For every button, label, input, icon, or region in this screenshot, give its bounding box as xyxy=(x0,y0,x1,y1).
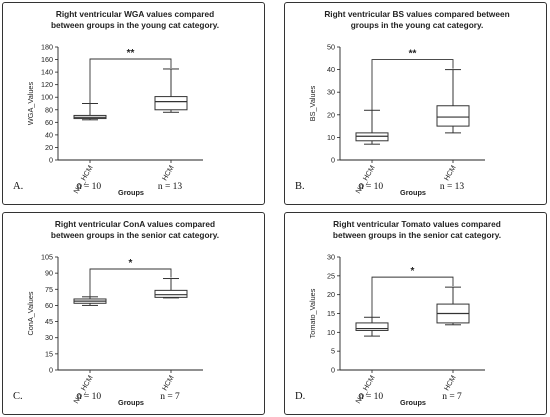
y-tick-label: 30 xyxy=(327,88,335,97)
y-tick-label: 180 xyxy=(41,43,53,52)
significance-bracket xyxy=(371,59,454,111)
n-label-hcm: n = 13 xyxy=(158,182,183,192)
panel-letter: B. xyxy=(295,181,305,192)
box-iqr xyxy=(355,322,389,331)
chart-c: Right ventricular ConA values comparedbe… xyxy=(13,219,219,407)
box-hcm xyxy=(436,286,470,326)
x-tick-label: HCM xyxy=(442,163,458,182)
y-tick-label: 25 xyxy=(327,271,335,280)
box-no-hcm xyxy=(73,296,107,306)
chart-title-line-2: between groups in the young cat category… xyxy=(51,20,219,30)
y-tick-label: 15 xyxy=(327,309,335,318)
y-tick-label: 15 xyxy=(45,349,53,358)
y-tick-label: 0 xyxy=(49,366,53,375)
y-tick-label: 75 xyxy=(45,285,53,294)
box-hcm xyxy=(154,68,188,113)
y-tick-label: 40 xyxy=(45,130,53,139)
y-tick-label: 120 xyxy=(41,80,53,89)
chart-panel-a: Right ventricular WGA values compared bet… xyxy=(2,2,265,205)
y-tick-label: 60 xyxy=(45,118,53,127)
n-label-no-hcm: n = 10 xyxy=(77,182,102,192)
n-label-hcm: n = 7 xyxy=(442,392,462,402)
box-no-hcm xyxy=(73,103,107,121)
box-no-hcm xyxy=(355,316,389,337)
y-tick-label: 30 xyxy=(327,253,335,262)
box-iqr xyxy=(154,289,188,298)
significance-marker: * xyxy=(411,266,415,277)
chart-panel-d: Right ventricular Tomato values compared… xyxy=(284,212,547,415)
y-tick-label: 20 xyxy=(327,110,335,119)
chart-title-line-2: between groups in the senior cat categor… xyxy=(333,230,501,240)
y-axis-label: ConA_Values xyxy=(26,291,35,335)
y-axis-label: WGA_Values xyxy=(26,82,35,126)
chart-a: Right ventricular WGA values comparedbet… xyxy=(13,9,219,197)
chart-title-line-1: Right ventricular WGA values compared xyxy=(56,9,214,19)
y-tick-label: 10 xyxy=(327,328,335,337)
y-tick-label: 5 xyxy=(331,347,335,356)
y-axis-label: BS_Values xyxy=(308,85,317,121)
y-tick-label: 10 xyxy=(327,133,335,142)
y-tick-label: 20 xyxy=(327,290,335,299)
chart-b: Right ventricular BS values compared bet… xyxy=(295,9,510,197)
y-tick-label: 0 xyxy=(49,156,53,165)
chart-panel-c: Right ventricular ConA values compared be… xyxy=(2,212,265,415)
box-no-hcm xyxy=(355,109,389,145)
y-tick-label: 40 xyxy=(327,65,335,74)
x-axis-label: Groups xyxy=(118,398,144,407)
x-axis-label: Groups xyxy=(400,188,426,197)
panel-letter: D. xyxy=(295,391,305,402)
y-tick-label: 60 xyxy=(45,301,53,310)
y-tick-label: 20 xyxy=(45,143,53,152)
significance-bracket xyxy=(89,58,172,104)
y-tick-label: 45 xyxy=(45,317,53,326)
n-label-hcm: n = 13 xyxy=(440,182,465,192)
box-hcm xyxy=(154,278,188,299)
chart-d: Right ventricular Tomato values compared… xyxy=(295,219,501,407)
y-tick-label: 80 xyxy=(45,105,53,114)
n-label-no-hcm: n = 10 xyxy=(359,392,384,402)
n-label-no-hcm: n = 10 xyxy=(359,182,384,192)
y-tick-label: 140 xyxy=(41,68,53,77)
chart-title-line-2: between groups in the senior cat categor… xyxy=(51,230,219,240)
significance-bracket xyxy=(371,276,454,318)
n-label-no-hcm: n = 10 xyxy=(77,392,102,402)
y-tick-label: 0 xyxy=(331,156,335,165)
y-tick-label: 30 xyxy=(45,333,53,342)
chart-title-line-2: groups in the young cat category. xyxy=(351,20,484,30)
significance-marker: ** xyxy=(409,49,417,60)
chart-title-line-1: Right ventricular BS values compared bet… xyxy=(324,9,509,19)
y-tick-label: 90 xyxy=(45,269,53,278)
box-iqr xyxy=(436,105,470,127)
y-tick-label: 160 xyxy=(41,55,53,64)
x-tick-label: HCM xyxy=(442,373,458,392)
x-axis-label: Groups xyxy=(118,188,144,197)
x-tick-label: HCM xyxy=(160,373,176,392)
panel-letter: A. xyxy=(13,181,23,192)
panel-letter: C. xyxy=(13,391,23,402)
x-axis-label: Groups xyxy=(400,398,426,407)
x-tick-label: HCM xyxy=(160,163,176,182)
box-hcm xyxy=(436,69,470,134)
y-tick-label: 100 xyxy=(41,93,53,102)
n-label-hcm: n = 7 xyxy=(160,392,180,402)
significance-marker: * xyxy=(129,258,133,269)
y-tick-label: 50 xyxy=(327,43,335,52)
chart-title-line-1: Right ventricular ConA values compared xyxy=(55,219,215,229)
significance-bracket xyxy=(89,268,172,297)
chart-panel-b: Right ventricular BS values compared bet… xyxy=(284,2,547,205)
y-tick-label: 105 xyxy=(41,253,53,262)
y-axis-label: Tomato_Values xyxy=(308,288,317,338)
significance-marker: ** xyxy=(127,48,135,59)
y-tick-label: 0 xyxy=(331,366,335,375)
box-iqr xyxy=(154,96,188,111)
chart-title-line-1: Right ventricular Tomato values compared xyxy=(333,219,501,229)
